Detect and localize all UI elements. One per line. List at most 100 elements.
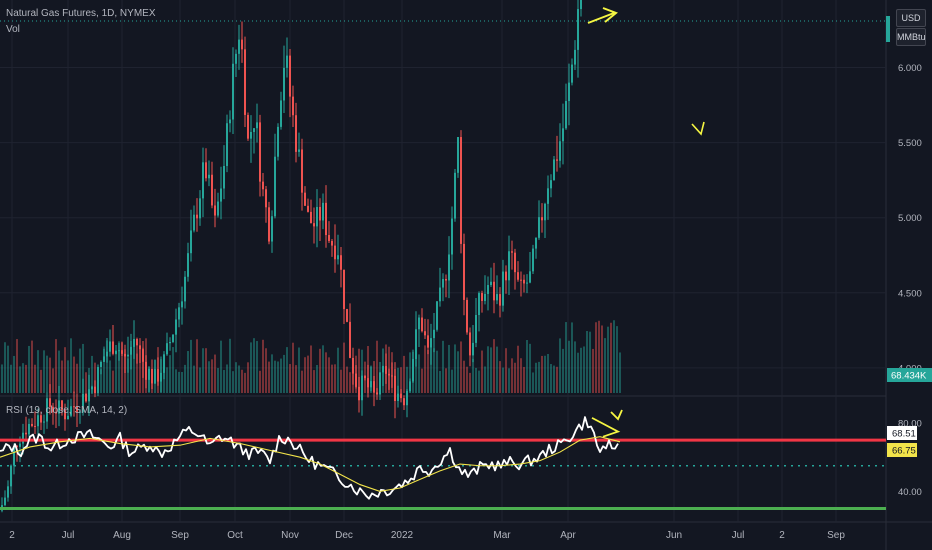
candle-body	[400, 393, 402, 399]
volume-bar	[94, 362, 96, 393]
candle-body	[355, 373, 357, 387]
candle-body	[337, 255, 339, 260]
volume-bar	[109, 360, 111, 393]
volume-bar	[28, 345, 30, 393]
volume-bar	[619, 352, 621, 393]
candle-body	[202, 162, 204, 199]
candle-body	[73, 406, 75, 408]
candle-body	[253, 128, 255, 132]
volume-bar	[502, 367, 504, 393]
volume-bar	[22, 363, 24, 393]
volume-bar	[559, 338, 561, 393]
volume-bar	[178, 371, 180, 393]
x-tick-label: 2022	[391, 530, 414, 541]
rsi-tick-label: 80.00	[898, 419, 922, 430]
volume-bar	[25, 364, 27, 393]
candle-body	[148, 368, 150, 380]
price-tick-label: 4.500	[898, 288, 922, 299]
volume-bar	[70, 338, 72, 393]
volume-bar	[4, 342, 6, 393]
volume-bar	[76, 363, 78, 393]
candle-body	[304, 192, 306, 206]
candle-body	[232, 63, 234, 120]
volume-bar	[421, 368, 423, 393]
candle-body	[472, 342, 474, 356]
volume-bar	[346, 366, 348, 393]
candle-body	[418, 317, 420, 330]
candle-body	[361, 375, 363, 401]
volume-bar	[508, 368, 510, 393]
candle-body	[55, 412, 57, 414]
volume-bar	[322, 345, 324, 393]
candle-body	[97, 366, 99, 394]
candle-body	[322, 202, 324, 221]
candle-body	[124, 353, 126, 357]
volume-badge	[887, 368, 932, 382]
candle-body	[130, 346, 132, 355]
volume-bar	[526, 339, 528, 393]
volume-bar	[610, 322, 612, 393]
volume-bar	[181, 371, 183, 393]
candle-body	[487, 285, 489, 294]
volume-bar	[85, 372, 87, 393]
x-tick-label: Jul	[62, 530, 75, 541]
candle-body	[382, 366, 384, 373]
volume-bar	[256, 341, 258, 393]
volume-bar	[61, 360, 63, 393]
candle-body	[511, 251, 513, 253]
volume-bar	[340, 369, 342, 393]
volume-bar	[418, 354, 420, 393]
volume-bar	[586, 331, 588, 393]
volume-bar	[460, 341, 462, 393]
volume-bar	[283, 354, 285, 393]
volume-bar	[58, 350, 60, 393]
volume-bar	[484, 366, 486, 393]
volume-bars	[1, 320, 621, 393]
candle-body	[127, 354, 129, 357]
volume-bar	[553, 365, 555, 393]
candle-body	[115, 350, 117, 354]
volume-bar	[253, 338, 255, 393]
currency-button[interactable]: USD	[896, 9, 926, 27]
volume-bar	[406, 366, 408, 393]
unit-button[interactable]: MMBtu	[896, 28, 926, 46]
candle-body	[439, 287, 441, 302]
last-price-marker	[886, 16, 890, 42]
candle-body	[100, 361, 102, 367]
volume-bar	[286, 347, 288, 393]
volume-bar	[199, 367, 201, 393]
rsi-sma-line	[0, 436, 621, 492]
volume-bar	[448, 344, 450, 393]
volume-bar	[598, 320, 600, 393]
candle-body	[61, 400, 63, 411]
candle-body	[295, 115, 297, 152]
volume-bar	[556, 366, 558, 393]
candle-body	[532, 248, 534, 272]
candle-body	[247, 114, 249, 139]
candle-body	[484, 293, 486, 301]
volume-bar	[490, 347, 492, 393]
candle-body	[415, 329, 417, 359]
volume-bar	[73, 356, 75, 393]
volume-bar	[613, 320, 615, 393]
volume-bar	[46, 355, 48, 393]
volume-bar	[517, 345, 519, 393]
volume-bar	[568, 340, 570, 393]
candle-body	[241, 39, 243, 50]
candle-body	[190, 230, 192, 254]
volume-bar	[190, 339, 192, 393]
volume-bar	[118, 341, 120, 393]
volume-bar	[235, 362, 237, 393]
candle-body	[565, 101, 567, 129]
candle-body	[274, 156, 276, 217]
candle-body	[286, 55, 288, 68]
candle-body	[280, 100, 282, 127]
volume-bar	[175, 369, 177, 393]
volume-bar	[250, 342, 252, 393]
candle-body	[229, 119, 231, 124]
candle-body	[28, 423, 30, 435]
volume-bar	[295, 365, 297, 393]
volume-bar	[103, 346, 105, 393]
